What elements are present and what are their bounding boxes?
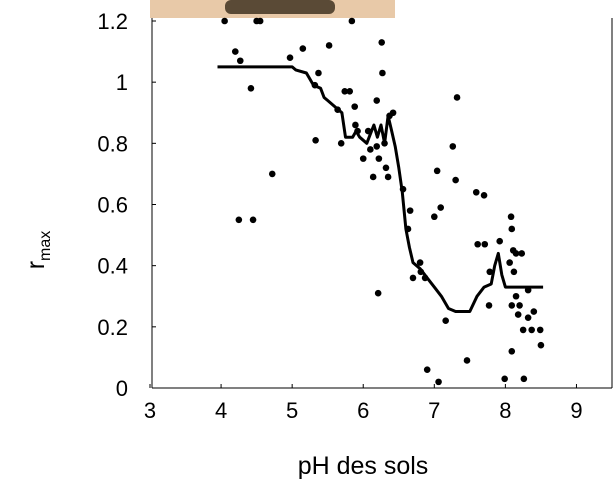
point	[379, 69, 386, 77]
point	[481, 240, 489, 248]
y-tick-label: 0.8	[97, 131, 128, 156]
point	[351, 103, 359, 110]
point	[506, 259, 513, 266]
point	[378, 39, 386, 46]
point	[528, 326, 535, 334]
point	[231, 48, 239, 55]
y-axis-label-main: r	[22, 261, 50, 269]
y-tick-label: 0.6	[97, 193, 128, 218]
point	[508, 348, 516, 355]
point	[510, 268, 518, 276]
point	[536, 326, 544, 334]
point	[442, 317, 449, 325]
point	[514, 311, 522, 318]
point	[516, 302, 523, 309]
point	[507, 213, 515, 221]
x-tick-label: 6	[357, 398, 369, 423]
point	[524, 314, 532, 321]
point	[315, 69, 322, 77]
point	[453, 94, 461, 101]
point	[530, 308, 538, 315]
point	[312, 136, 319, 144]
point	[299, 45, 307, 52]
point	[359, 155, 367, 162]
point	[508, 302, 516, 309]
x-tick-label: 7	[428, 398, 440, 423]
point	[433, 167, 441, 175]
point	[247, 84, 255, 92]
point	[337, 140, 345, 147]
point	[352, 121, 359, 129]
trend-line	[217, 65, 544, 313]
point	[286, 54, 294, 61]
x-tick-label: 5	[286, 398, 298, 423]
point	[249, 216, 257, 224]
point	[431, 213, 438, 221]
x-tick-label: 3	[144, 398, 156, 423]
point	[346, 88, 354, 95]
point	[389, 109, 397, 117]
point	[512, 292, 520, 300]
point	[221, 17, 228, 25]
point	[341, 88, 349, 95]
point	[512, 250, 520, 257]
point	[463, 357, 471, 364]
point	[373, 97, 381, 104]
point	[501, 375, 508, 383]
point	[374, 289, 382, 297]
point	[256, 17, 264, 25]
point	[474, 240, 481, 248]
y-axis-label: rmax	[22, 231, 54, 270]
point	[423, 366, 431, 373]
point	[382, 164, 390, 172]
point	[406, 207, 414, 214]
point	[367, 146, 374, 153]
point	[235, 216, 243, 224]
point	[409, 274, 417, 282]
photo-fragment-detail	[225, 0, 335, 14]
point	[268, 170, 276, 178]
point	[236, 57, 244, 65]
point	[325, 42, 333, 49]
y-tick-label: 1.2	[97, 9, 128, 34]
point	[348, 17, 356, 25]
y-tick-label: 1	[116, 70, 128, 95]
y-tick-label: 0	[116, 376, 128, 401]
point	[416, 259, 424, 266]
point	[452, 176, 459, 184]
point	[437, 204, 445, 211]
point	[373, 143, 381, 150]
point	[480, 192, 488, 199]
y-tick-label: 0.2	[97, 315, 128, 340]
x-axis-label: pH des sols	[298, 452, 429, 480]
y-axis-label-group: rmax	[22, 231, 54, 270]
point	[472, 188, 480, 196]
x-tick-label: 9	[570, 398, 582, 423]
point	[508, 225, 516, 233]
x-tick-label: 8	[499, 398, 511, 423]
point	[518, 250, 526, 257]
point	[537, 341, 545, 349]
point	[519, 326, 527, 334]
point	[375, 155, 383, 162]
point	[384, 173, 392, 181]
point	[485, 302, 493, 309]
point	[496, 237, 503, 245]
y-tick-label: 0.4	[97, 254, 128, 279]
y-axis-label-subscript: max	[37, 231, 54, 261]
point	[449, 143, 457, 150]
x-tick-label: 4	[215, 398, 227, 423]
point	[486, 268, 494, 276]
point	[520, 375, 528, 383]
point	[369, 173, 377, 181]
point	[435, 378, 442, 386]
